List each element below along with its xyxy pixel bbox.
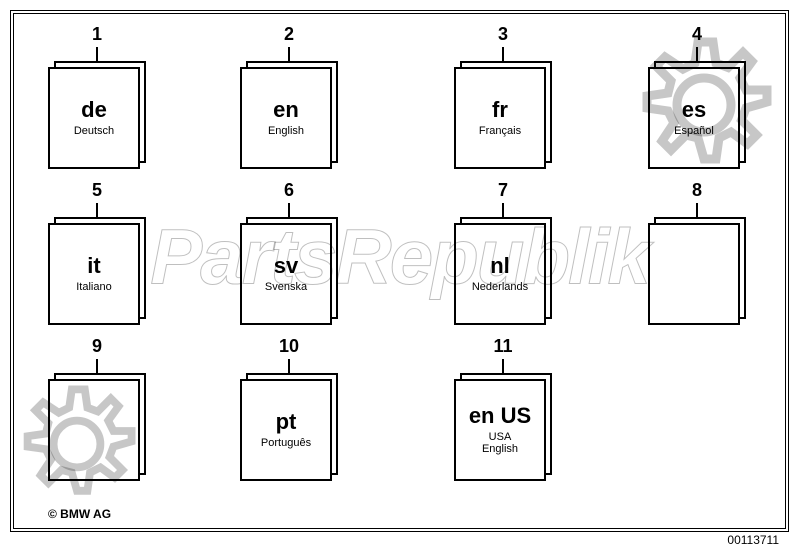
card-front-page: it Italiano: [48, 223, 140, 325]
card-front-page: de Deutsch: [48, 67, 140, 169]
connector-line: [696, 203, 698, 217]
language-code: es: [682, 99, 706, 121]
card-front-page: [648, 223, 740, 325]
connector-line: [96, 47, 98, 61]
card-front-page: es Español: [648, 67, 740, 169]
card-box: fr Français: [454, 61, 552, 169]
card-front-page: sv Svenska: [240, 223, 332, 325]
language-name: Français: [479, 125, 521, 137]
language-card-8: 8: [648, 180, 746, 325]
card-front-page: fr Français: [454, 67, 546, 169]
language-card-5: 5 it Italiano: [48, 180, 146, 325]
language-code: en: [273, 99, 299, 121]
card-box: [648, 217, 746, 325]
card-number: 10: [240, 336, 338, 357]
language-card-4: 4 es Español: [648, 24, 746, 169]
card-box: nl Nederlands: [454, 217, 552, 325]
card-number: 6: [240, 180, 338, 201]
language-code: it: [87, 255, 100, 277]
connector-line: [502, 47, 504, 61]
card-front-page: nl Nederlands: [454, 223, 546, 325]
language-code: nl: [490, 255, 510, 277]
language-name: Svenska: [265, 281, 307, 293]
language-card-10: 10 pt Português: [240, 336, 338, 481]
language-name: Español: [674, 125, 714, 137]
copyright-text: © BMW AG: [48, 507, 111, 521]
language-card-3: 3 fr Français: [454, 24, 552, 169]
card-box: es Español: [648, 61, 746, 169]
language-code: pt: [276, 411, 297, 433]
language-name: Nederlands: [472, 281, 528, 293]
card-number: 2: [240, 24, 338, 45]
language-card-9: 9: [48, 336, 146, 481]
language-name: Deutsch: [74, 125, 114, 137]
part-number: 00113711: [727, 533, 779, 547]
card-front-page: [48, 379, 140, 481]
card-number: 1: [48, 24, 146, 45]
language-card-1: 1 de Deutsch: [48, 24, 146, 169]
language-code: en US: [469, 405, 531, 427]
connector-line: [288, 359, 290, 373]
language-card-11: 11 en US USAEnglish: [454, 336, 552, 481]
card-box: sv Svenska: [240, 217, 338, 325]
card-number: 7: [454, 180, 552, 201]
connector-line: [288, 47, 290, 61]
language-card-6: 6 sv Svenska: [240, 180, 338, 325]
card-number: 8: [648, 180, 746, 201]
card-box: pt Português: [240, 373, 338, 481]
card-front-page: en English: [240, 67, 332, 169]
language-code: sv: [274, 255, 298, 277]
card-box: de Deutsch: [48, 61, 146, 169]
connector-line: [288, 203, 290, 217]
connector-line: [96, 359, 98, 373]
card-number: 5: [48, 180, 146, 201]
card-front-page: pt Português: [240, 379, 332, 481]
card-number: 9: [48, 336, 146, 357]
card-box: [48, 373, 146, 481]
language-card-7: 7 nl Nederlands: [454, 180, 552, 325]
connector-line: [96, 203, 98, 217]
language-code: de: [81, 99, 107, 121]
card-box: en US USAEnglish: [454, 373, 552, 481]
language-name: USAEnglish: [482, 431, 518, 455]
connector-line: [696, 47, 698, 61]
card-box: en English: [240, 61, 338, 169]
language-name: Italiano: [76, 281, 111, 293]
card-number: 3: [454, 24, 552, 45]
language-code: fr: [492, 99, 508, 121]
language-name: English: [268, 125, 304, 137]
card-number: 11: [454, 336, 552, 357]
language-card-2: 2 en English: [240, 24, 338, 169]
language-name: Português: [261, 437, 311, 449]
connector-line: [502, 203, 504, 217]
connector-line: [502, 359, 504, 373]
card-front-page: en US USAEnglish: [454, 379, 546, 481]
card-box: it Italiano: [48, 217, 146, 325]
card-number: 4: [648, 24, 746, 45]
